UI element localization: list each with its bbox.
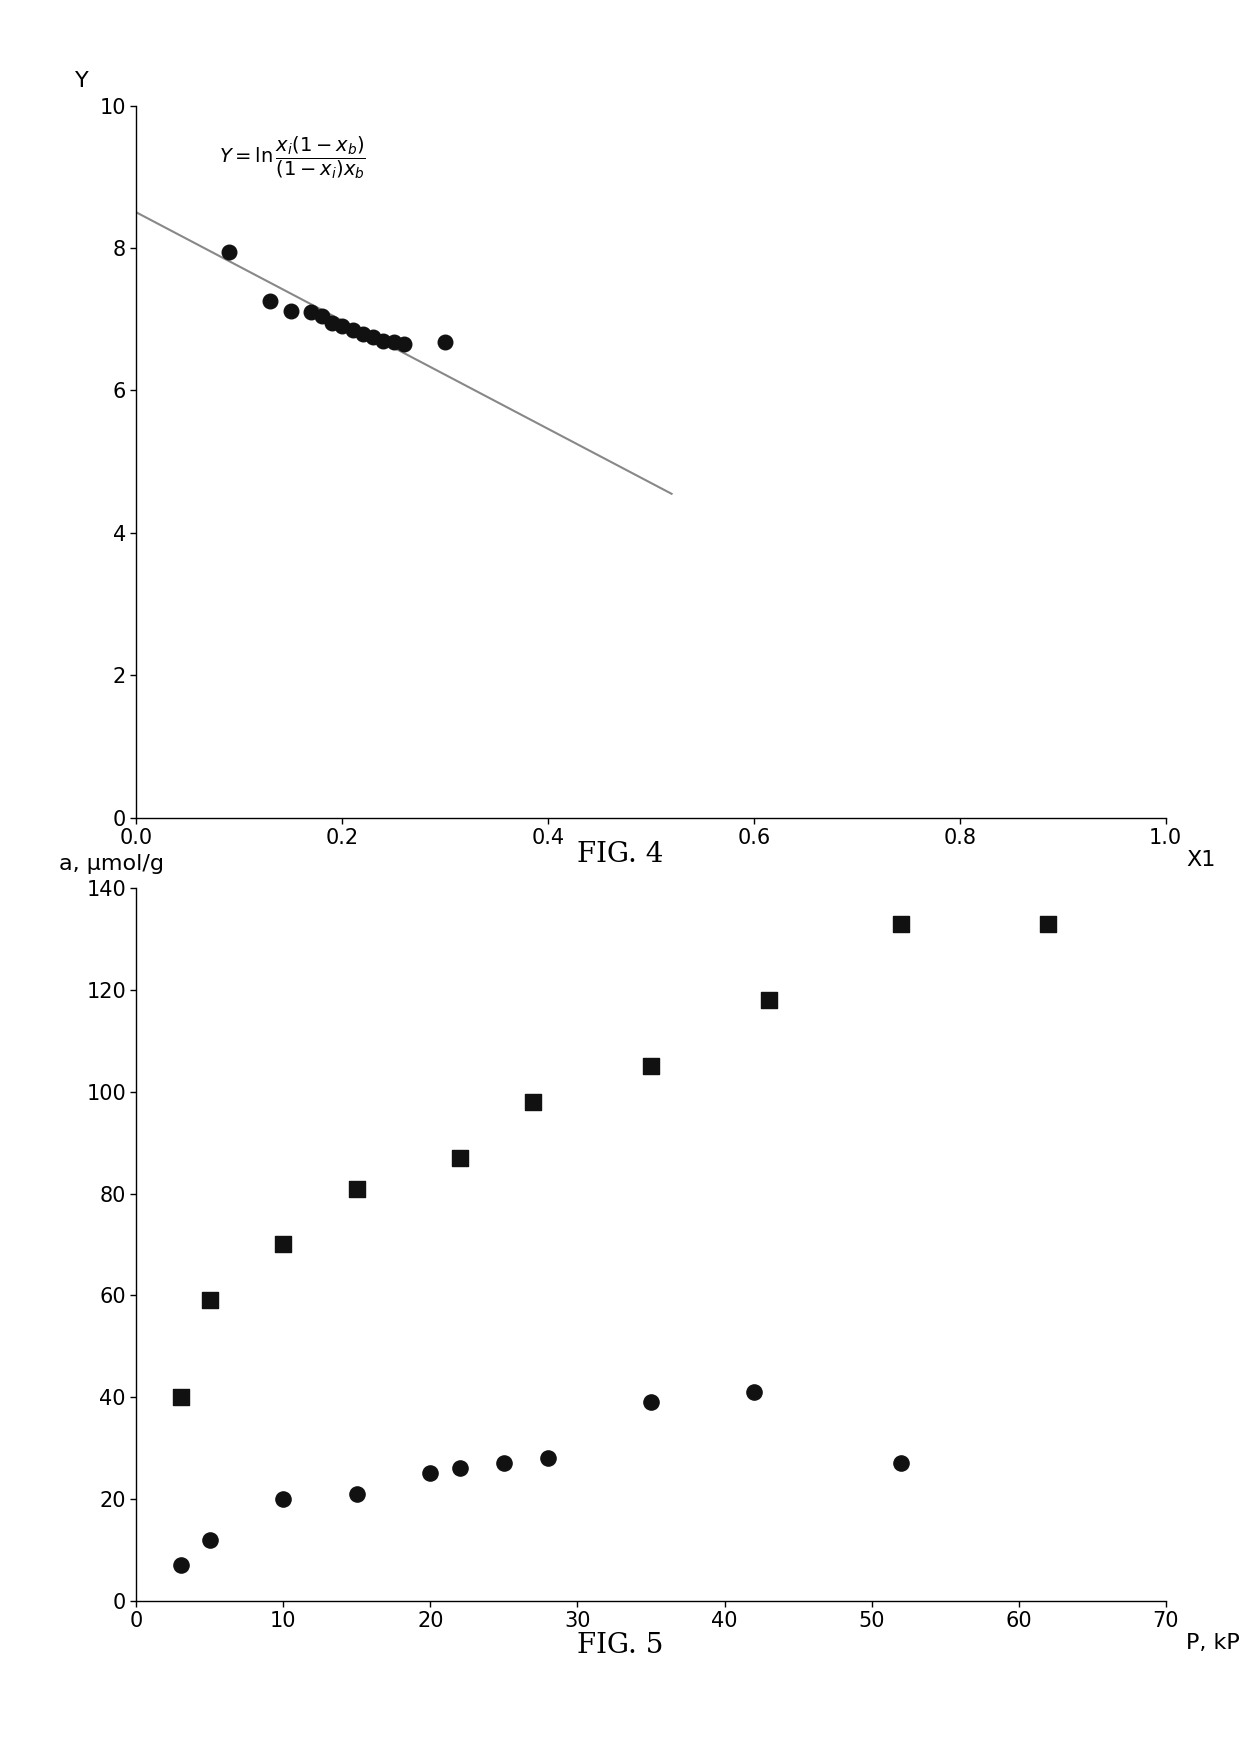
Point xyxy=(759,987,779,1015)
Point xyxy=(1038,909,1058,938)
Point xyxy=(523,1087,543,1117)
Point xyxy=(171,1383,191,1411)
Text: Y: Y xyxy=(74,72,88,91)
Point xyxy=(347,1175,367,1203)
Text: FIG. 4: FIG. 4 xyxy=(577,841,663,867)
Point xyxy=(450,1455,470,1483)
Point xyxy=(420,1460,440,1488)
Point xyxy=(538,1444,558,1472)
Point xyxy=(274,1231,294,1259)
Point xyxy=(301,297,321,325)
Point xyxy=(342,317,362,345)
Point xyxy=(641,1052,661,1080)
Point xyxy=(219,237,239,266)
Point xyxy=(450,1143,470,1171)
Point xyxy=(260,287,280,315)
Point xyxy=(347,1479,367,1507)
Text: X1: X1 xyxy=(1187,850,1215,871)
Point xyxy=(394,331,414,359)
Point xyxy=(373,327,393,355)
Point xyxy=(353,320,373,348)
Point xyxy=(332,313,352,341)
Point xyxy=(744,1377,764,1405)
Point xyxy=(200,1286,219,1314)
Point xyxy=(363,324,383,352)
Text: P, kPa: P, kPa xyxy=(1187,1632,1240,1653)
Point xyxy=(322,310,342,338)
Point xyxy=(280,297,300,325)
Point xyxy=(494,1449,513,1478)
Point xyxy=(171,1551,191,1580)
Point xyxy=(200,1525,219,1553)
Text: $Y = \ln\dfrac{x_i(1-x_b)}{(1-x_i)x_b}$: $Y = \ln\dfrac{x_i(1-x_b)}{(1-x_i)x_b}$ xyxy=(218,134,366,181)
Text: FIG. 5: FIG. 5 xyxy=(577,1632,663,1659)
Point xyxy=(274,1485,294,1513)
Point xyxy=(892,1449,911,1478)
Text: a, μmol/g: a, μmol/g xyxy=(60,855,164,874)
Point xyxy=(641,1388,661,1416)
Point xyxy=(892,909,911,938)
Point xyxy=(435,327,455,355)
Point xyxy=(311,301,331,329)
Point xyxy=(383,327,403,355)
